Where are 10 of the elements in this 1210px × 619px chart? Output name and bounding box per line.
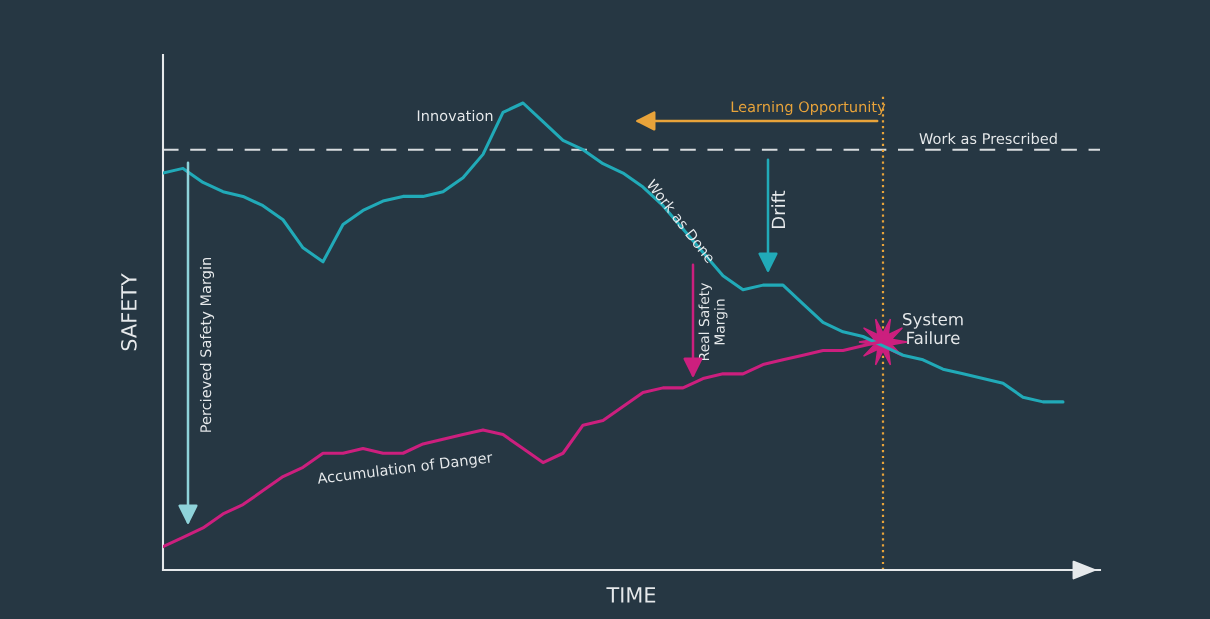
y-axis-title: SAFETY (120, 273, 137, 351)
annotation: Drift (771, 190, 785, 228)
annotation: System Failure (903, 312, 963, 345)
annotation: Percieved Safety Margin (199, 257, 215, 432)
x-axis-title: TIME (606, 587, 656, 603)
annotation: Learning Opportunity (731, 100, 886, 116)
annotation: Real Safety Margin (698, 283, 728, 361)
annotation: Innovation (417, 109, 493, 122)
ref-line-label: Work as Prescribed (919, 132, 1057, 145)
annotation: Accumulation of Danger (316, 451, 494, 487)
